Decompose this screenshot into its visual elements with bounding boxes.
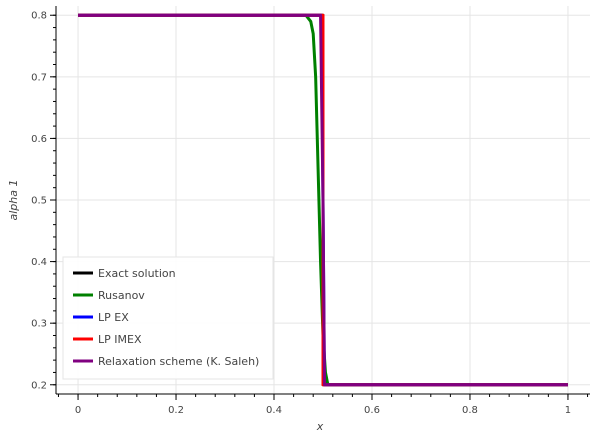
y-tick-label-0: 0.2 [31,380,47,391]
legend-label-4: Relaxation scheme (K. Saleh) [98,355,259,368]
x-tick-label-0: 0 [75,405,81,416]
legend: Exact solution Rusanov LP EX LP IMEX Relaxat… [62,256,274,380]
y-tick-label-2: 0.4 [31,257,47,268]
y-tick-label-3: 0.5 [31,196,47,207]
y-tick-label-6: 0.8 [31,11,47,22]
y-tick-label-4: 0.6 [31,134,47,145]
x-tick-label-4: 0.8 [462,405,478,416]
series-line-4 [78,13,568,387]
legend-label-0: Exact solution [98,267,176,280]
legend-label-2: LP EX [98,311,129,324]
x-tick-label-1: 0.2 [168,405,184,416]
y-tick-label-5: 0.7 [31,72,47,83]
y-tick-label-1: 0.3 [31,319,47,330]
axes: 0 0.2 0.4 0.6 0.8 1 0.2 0.3 0.4 0.5 0.6 0.7 0.8 x alph… [7,6,590,433]
series-line-1 [78,13,568,387]
x-axis-title: x [316,420,324,433]
y-axis-title: alpha 1 [7,180,20,221]
x-tick-label-2: 0.4 [266,405,282,416]
legend-label-1: Rusanov [98,289,145,302]
x-tick-label-5: 1 [565,405,571,416]
x-tick-label-3: 0.6 [364,405,380,416]
legend-box [62,256,274,380]
legend-label-3: LP IMEX [98,333,142,346]
series-lines [78,13,568,387]
